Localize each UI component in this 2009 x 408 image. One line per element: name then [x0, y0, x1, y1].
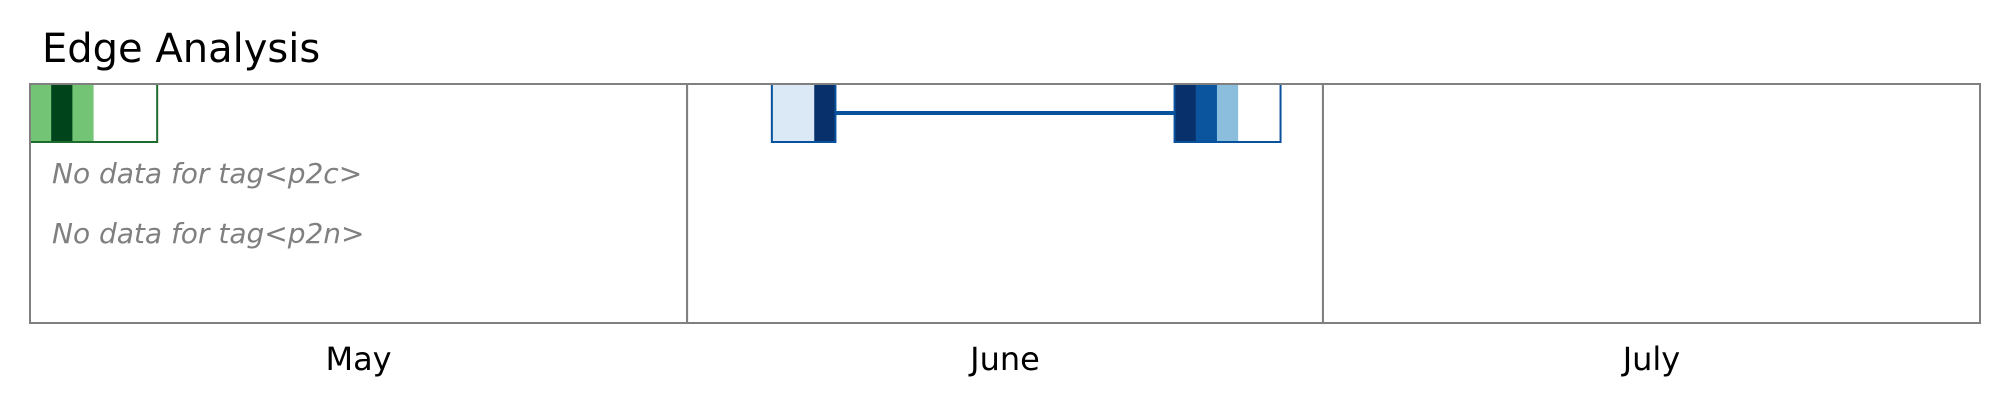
chart-title: Edge Analysis	[42, 26, 320, 72]
heatmap-cell	[72, 84, 95, 142]
no-data-message: No data for tag<p2c>	[52, 157, 362, 190]
month-frame	[1321, 83, 1982, 324]
heatmap-cell	[30, 84, 52, 142]
heatmap-cell	[135, 84, 158, 142]
month-label: July	[1621, 340, 1681, 378]
heatmap-cell	[1259, 84, 1282, 142]
heatmap-cell	[1174, 84, 1197, 142]
no-data-message: No data for tag<p2n>	[52, 217, 365, 250]
heatmap-cell	[93, 84, 116, 142]
month-labels: May June July	[325, 340, 1680, 378]
heatmap-cell	[1238, 84, 1260, 142]
heatmap-cell	[114, 84, 137, 142]
no-data-messages: No data for tag<p2c> No data for tag<p2n>	[52, 157, 365, 250]
heatmap-cell	[814, 84, 837, 142]
heatmap-cell	[1195, 84, 1218, 142]
heatmap-cell	[793, 84, 815, 142]
heatmap-cells	[29, 83, 1282, 143]
month-frames	[29, 83, 1982, 324]
heatmap-cell	[1216, 84, 1239, 142]
month-label: June	[968, 340, 1040, 378]
month-label: May	[325, 340, 391, 378]
heatmap-cell	[51, 84, 73, 142]
heatmap-cell	[771, 84, 794, 142]
